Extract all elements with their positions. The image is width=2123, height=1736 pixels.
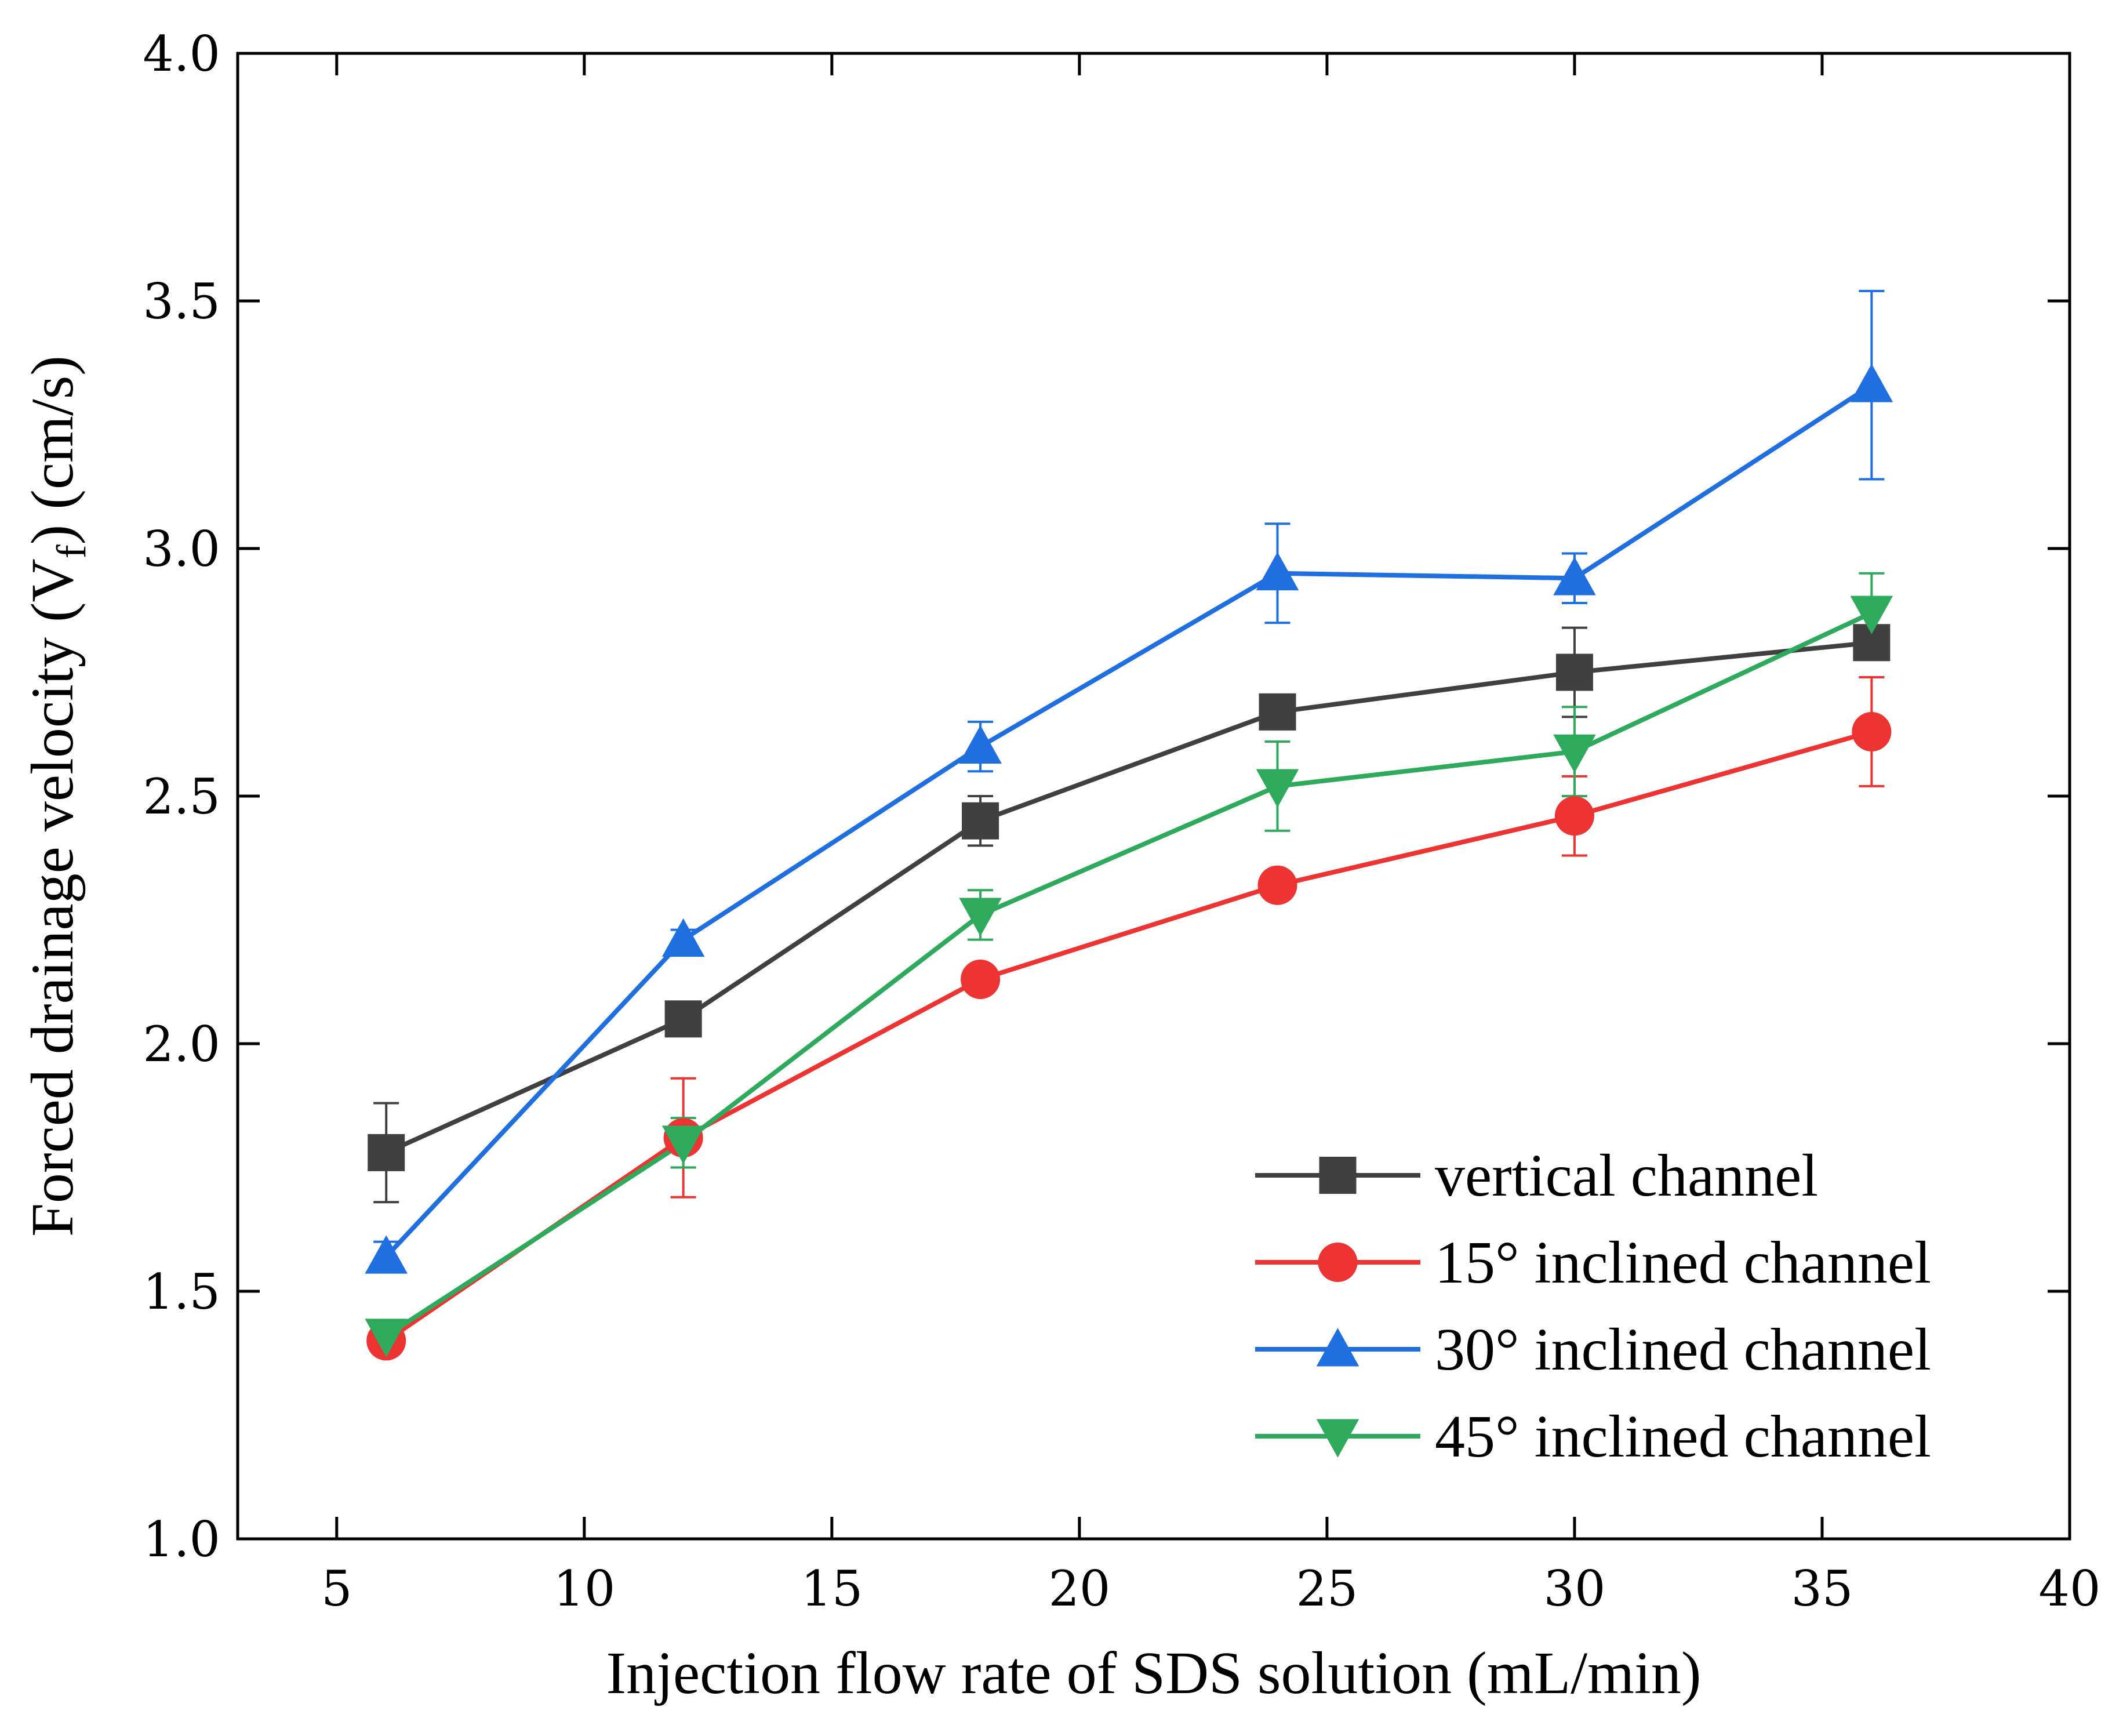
data-point <box>1850 364 1893 402</box>
data-point <box>1850 595 1893 634</box>
y-tick-label: 3.0 <box>143 521 220 578</box>
data-point <box>959 725 1002 764</box>
legend-label: 15° inclined channel <box>1435 1229 1931 1296</box>
tick-marks <box>238 52 2071 1541</box>
data-point <box>1555 653 1593 691</box>
data-point <box>1257 865 1297 905</box>
data-point <box>365 1235 408 1274</box>
x-tick-label: 40 <box>2039 1560 2101 1617</box>
data-point <box>962 802 999 840</box>
data-point <box>1852 711 1892 751</box>
data-point <box>959 898 1002 936</box>
legend-marker <box>1319 1157 1357 1194</box>
legend-marker <box>1316 1419 1359 1458</box>
legend: vertical channel 15° inclined channel 30° … <box>1255 1142 1931 1470</box>
data-point <box>961 959 1001 999</box>
y-tick-label: 2.5 <box>143 768 220 825</box>
x-tick-label: 30 <box>1544 1560 1606 1617</box>
x-tick-label: 25 <box>1296 1560 1358 1617</box>
y-axis-title-main: Forced drainage velocity (V <box>19 558 86 1237</box>
y-tick-label: 4.0 <box>143 26 220 82</box>
legend-label: 30° inclined channel <box>1435 1316 1931 1383</box>
data-point <box>1554 796 1594 836</box>
series-line <box>384 383 1873 1258</box>
data-point <box>1256 769 1299 808</box>
data-point <box>1553 557 1596 595</box>
series-line <box>385 640 1872 1155</box>
legend-label: vertical channel <box>1435 1142 1818 1209</box>
data-point <box>1553 734 1596 773</box>
data-point <box>661 1125 705 1164</box>
x-axis-title: Injection flow rate of SDS solution (mL/… <box>606 1640 1701 1706</box>
y-tick-label: 2.0 <box>143 1016 220 1073</box>
series-markers <box>365 364 1893 1361</box>
x-tick-label: 35 <box>1791 1560 1853 1617</box>
series-line <box>385 611 1873 1338</box>
data-point <box>365 1319 408 1357</box>
y-axis-title-subscript: f <box>48 544 94 558</box>
tick-labels: 5 10 15 20 25 30 35 40 1.0 1.5 2.0 2.5 3.0 3.5 4.0 <box>143 26 2100 1617</box>
legend-marker <box>1318 1243 1358 1282</box>
y-tick-label: 1.0 <box>143 1511 220 1568</box>
legend-marker <box>1316 1328 1359 1367</box>
data-point <box>368 1134 405 1171</box>
x-tick-label: 20 <box>1048 1560 1110 1617</box>
y-tick-label: 3.5 <box>143 273 220 330</box>
x-tick-label: 10 <box>553 1560 615 1617</box>
series-line <box>384 729 1873 1343</box>
x-tick-label: 5 <box>321 1560 352 1617</box>
y-axis-title: Forced drainage velocity (Vf) (cm/s) <box>19 355 94 1237</box>
x-tick-label: 15 <box>801 1560 863 1617</box>
legend-label: 45° inclined channel <box>1435 1403 1931 1470</box>
data-point <box>661 918 705 957</box>
data-point <box>1256 551 1299 591</box>
y-axis-title-tail: ) (cm/s) <box>19 355 86 544</box>
data-point <box>664 1000 702 1038</box>
series-lines <box>384 383 1873 1343</box>
data-point <box>1259 693 1296 731</box>
y-tick-label: 1.5 <box>143 1263 220 1320</box>
